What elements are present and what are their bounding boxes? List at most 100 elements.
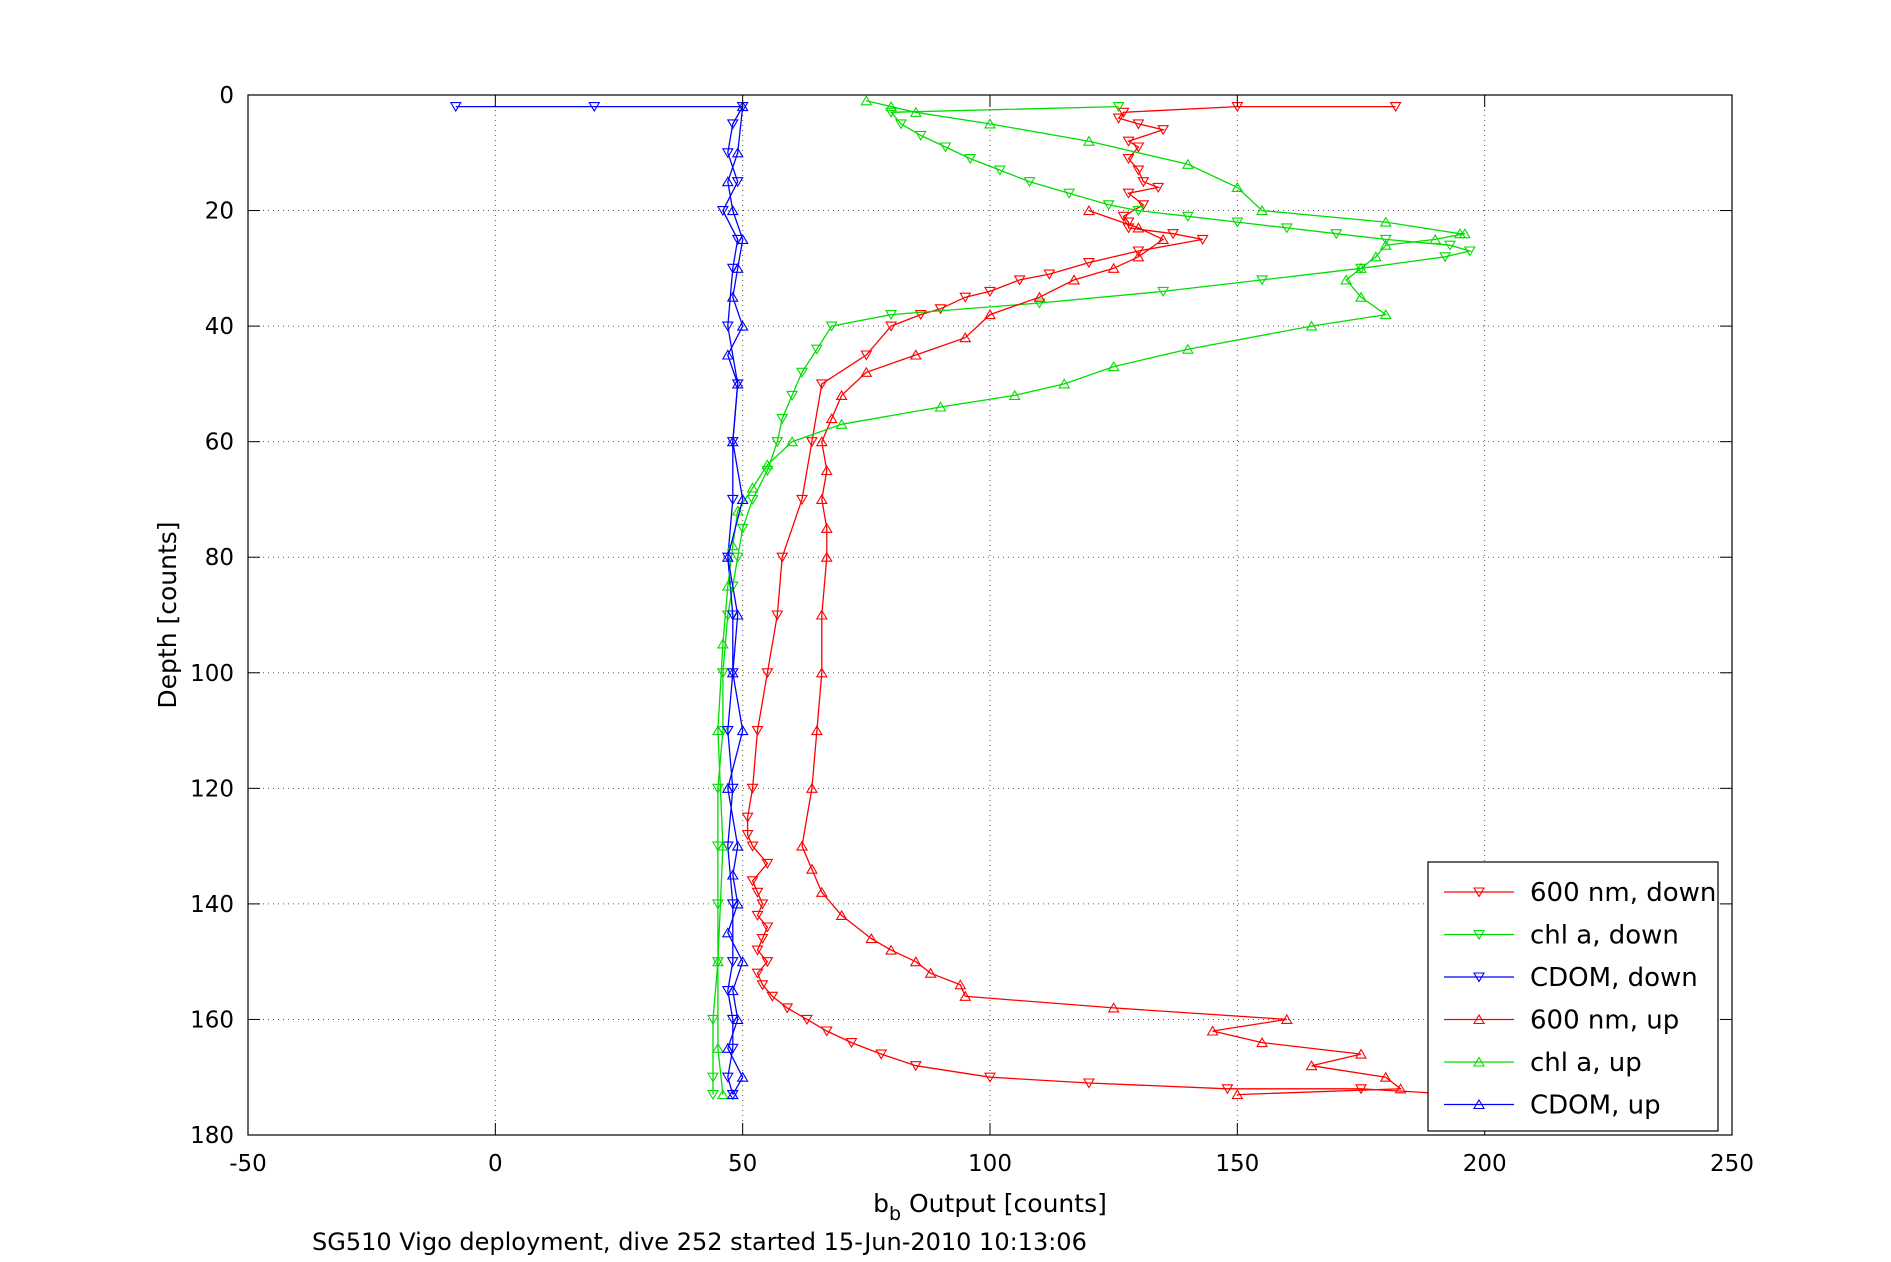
series-point xyxy=(820,1026,833,1037)
x-tick-label: -50 xyxy=(229,1151,267,1177)
series-point xyxy=(1221,1084,1234,1095)
series-point xyxy=(751,887,764,898)
series-point xyxy=(865,932,878,944)
series-point xyxy=(726,119,739,130)
series-point xyxy=(860,366,873,377)
series-point xyxy=(1157,233,1170,244)
x-tick-label: 200 xyxy=(1463,1151,1507,1177)
series-point xyxy=(1132,206,1145,217)
series-point xyxy=(1152,182,1165,194)
legend-marker xyxy=(1473,972,1485,983)
series-point xyxy=(1453,228,1466,239)
series-point xyxy=(726,667,739,678)
series-point xyxy=(786,390,799,402)
series-point xyxy=(736,320,749,331)
series-point xyxy=(860,95,873,106)
series-point xyxy=(1132,142,1145,153)
series-point xyxy=(909,349,922,360)
series-point xyxy=(751,945,764,956)
series-point xyxy=(1369,251,1382,262)
series-point xyxy=(825,412,838,424)
series-point xyxy=(726,494,739,506)
grid xyxy=(248,95,1732,1135)
series-point xyxy=(776,552,789,563)
series-line xyxy=(717,100,1466,1095)
series-point xyxy=(731,177,744,188)
series-point xyxy=(984,286,996,298)
ticks: -50 0 50 100 150 200 250 0 20 40 60 80 100 120 140 160 1… xyxy=(190,83,1754,1177)
series-point xyxy=(815,493,828,504)
series-point xyxy=(1181,158,1194,169)
series-point xyxy=(1102,200,1115,211)
series-point xyxy=(756,899,769,910)
series-point xyxy=(885,310,898,321)
x-tick-label: 250 xyxy=(1710,1151,1754,1177)
series-point xyxy=(449,102,462,113)
series-point xyxy=(716,638,729,649)
legend-marker xyxy=(1473,1013,1485,1025)
series-point xyxy=(825,321,838,332)
series-point xyxy=(1389,102,1402,113)
series-point xyxy=(746,876,759,887)
series-point xyxy=(721,726,734,737)
series-point xyxy=(1256,204,1269,216)
series-point xyxy=(771,610,784,621)
series-point xyxy=(1132,165,1145,176)
series-point xyxy=(731,262,744,273)
x-axis-label-subscript: b xyxy=(889,1203,901,1225)
y-tick-label: 20 xyxy=(205,199,234,225)
series-point xyxy=(939,142,952,153)
series-point xyxy=(716,840,729,851)
series-point xyxy=(731,552,744,563)
series-point xyxy=(1107,262,1120,273)
series-point xyxy=(1082,1078,1095,1089)
series-point xyxy=(1379,216,1392,227)
series-point xyxy=(860,350,873,361)
series-point xyxy=(736,100,749,112)
series-point xyxy=(805,782,818,793)
series-point xyxy=(716,1088,729,1100)
y-tick-label: 180 xyxy=(190,1123,234,1149)
series-point xyxy=(761,858,774,870)
series-point xyxy=(885,944,898,955)
series-point xyxy=(1008,389,1021,400)
series-point xyxy=(771,437,784,448)
x-tick-label: 100 xyxy=(968,1151,1012,1177)
series-point xyxy=(751,726,764,737)
series-point xyxy=(726,204,739,216)
series-point xyxy=(1355,1048,1367,1059)
series-point xyxy=(1231,217,1244,228)
series-point xyxy=(835,418,848,429)
legend: 600 nm, down chl a, down CDOM, down 600 nm,… xyxy=(1427,861,1719,1132)
series-point xyxy=(1112,102,1125,113)
series-point xyxy=(588,102,601,113)
series-point xyxy=(801,1014,813,1026)
series-point xyxy=(1463,246,1476,257)
series-point xyxy=(721,321,734,332)
y-tick-label: 60 xyxy=(205,430,234,456)
series-point xyxy=(1256,275,1269,286)
series-point xyxy=(815,436,828,447)
series-point xyxy=(1379,1071,1392,1082)
series-point xyxy=(796,494,808,506)
series-point xyxy=(820,464,833,476)
series-point xyxy=(1181,343,1194,354)
series-point xyxy=(761,922,774,933)
series-point xyxy=(707,1014,719,1026)
series-point xyxy=(1280,223,1293,234)
series-point xyxy=(761,668,774,679)
series-point xyxy=(815,609,828,620)
series-point xyxy=(736,956,749,967)
y-tick-label: 140 xyxy=(190,892,234,918)
series-point xyxy=(885,107,898,118)
series-point xyxy=(954,979,967,990)
series-point xyxy=(746,841,759,852)
series-point xyxy=(716,668,729,679)
series-point xyxy=(1206,1025,1219,1036)
x-tick-label: 150 xyxy=(1215,1151,1259,1177)
series-point xyxy=(959,332,972,343)
series-point xyxy=(731,609,744,620)
series-point xyxy=(736,493,749,504)
series-point xyxy=(731,898,744,909)
